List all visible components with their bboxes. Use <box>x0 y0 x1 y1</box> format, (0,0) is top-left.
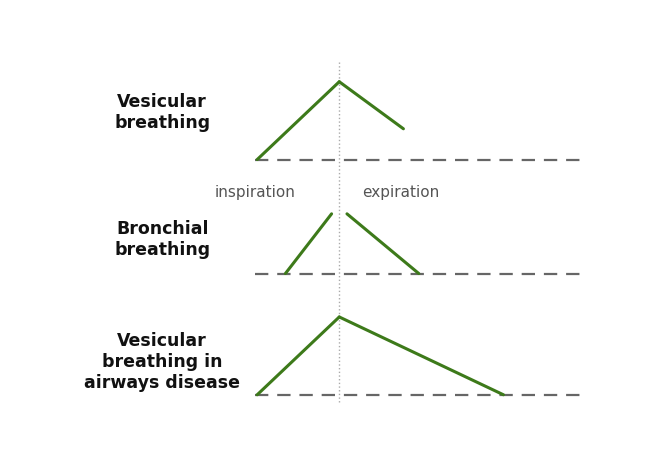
Text: expiration: expiration <box>362 185 440 200</box>
Text: inspiration: inspiration <box>214 185 296 200</box>
Text: Vesicular
breathing in
airways disease: Vesicular breathing in airways disease <box>84 332 240 392</box>
Text: Bronchial
breathing: Bronchial breathing <box>115 220 211 258</box>
Text: Vesicular
breathing: Vesicular breathing <box>115 93 211 132</box>
